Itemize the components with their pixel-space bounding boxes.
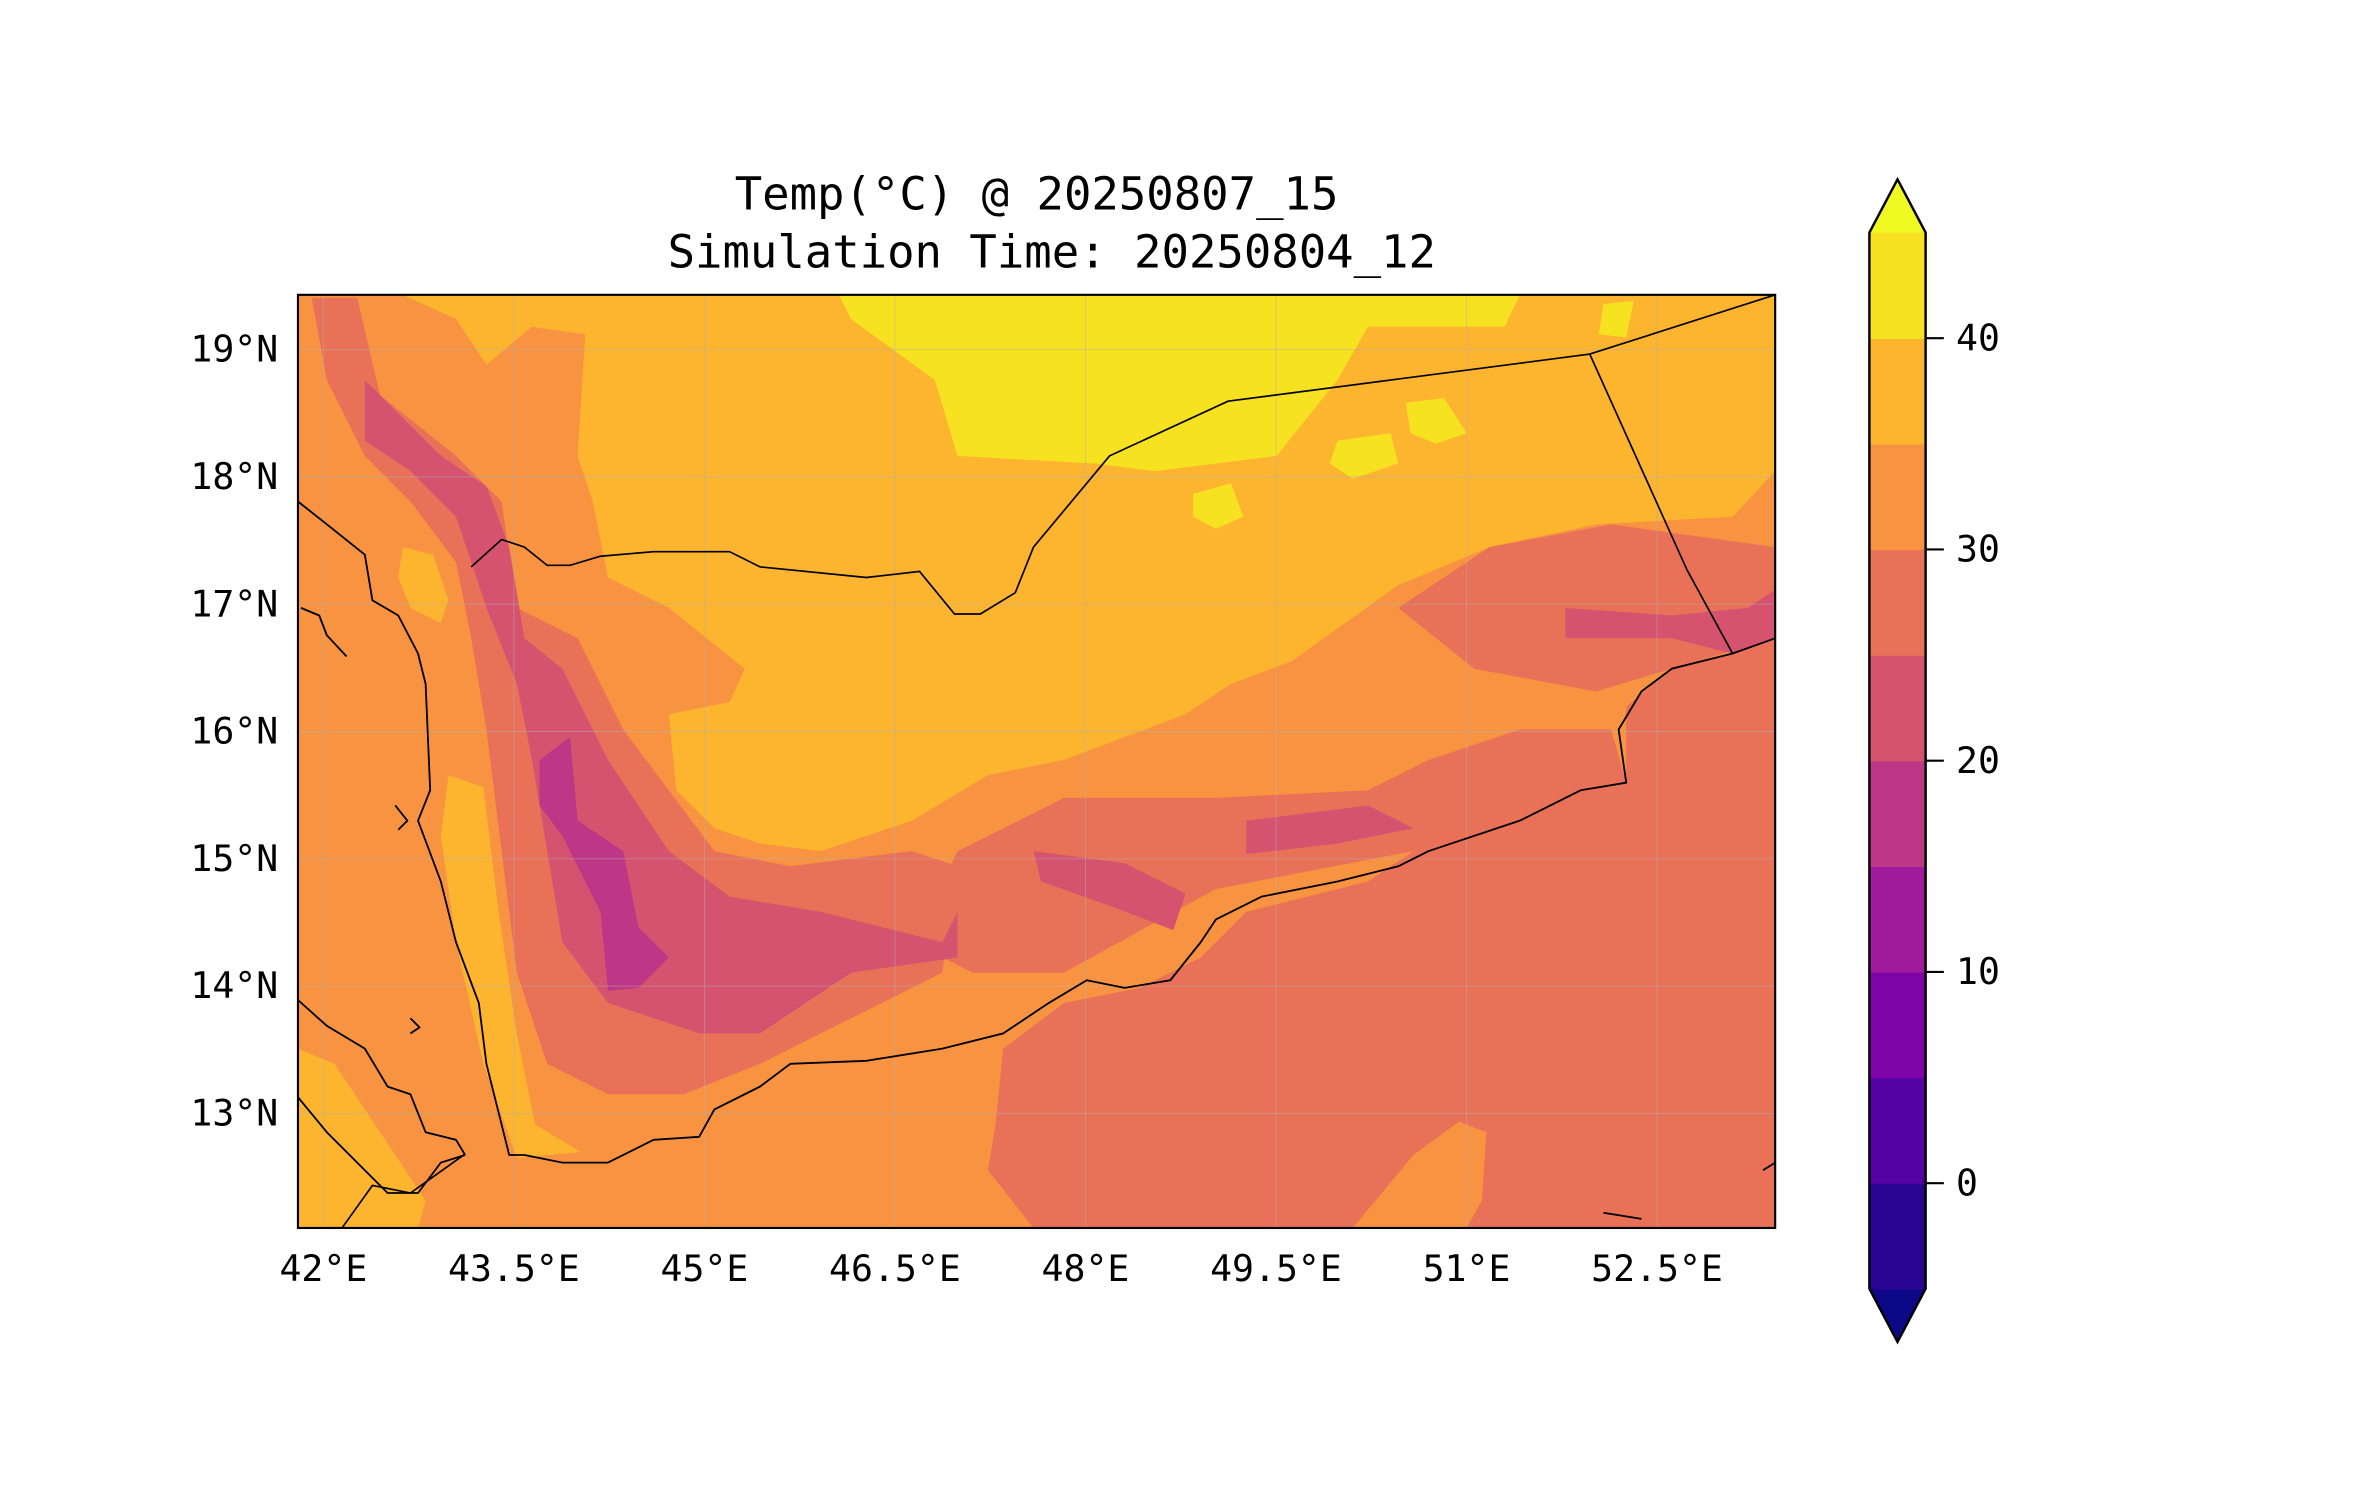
lon-tick-label: 42°E bbox=[279, 1247, 367, 1290]
lat-tick-label: 16°N bbox=[190, 710, 278, 753]
contour-band-40-45-blob bbox=[1405, 398, 1467, 444]
contour-band-15-20-core bbox=[539, 737, 669, 991]
contour-band-30-35-sea-tongue bbox=[1352, 1121, 1487, 1228]
lat-tick-label: 18°N bbox=[190, 455, 278, 498]
lon-tick-label: 51°E bbox=[1423, 1247, 1511, 1290]
colorbar-band bbox=[1869, 1077, 1926, 1184]
contour-band-35-40-coast bbox=[440, 775, 581, 1159]
coastline bbox=[297, 500, 1776, 1164]
colorbar-tick-label: 10 bbox=[1956, 950, 2000, 993]
lon-tick-label: 49.5°E bbox=[1210, 1247, 1342, 1290]
islands bbox=[300, 607, 1776, 1220]
colorbar-tick-label: 20 bbox=[1956, 739, 2000, 782]
lon-tick-label: 48°E bbox=[1042, 1247, 1130, 1290]
colorbar-band bbox=[1869, 1183, 1926, 1290]
colorbar-tick-label: 40 bbox=[1956, 316, 2000, 359]
lat-tick-labels: 19°N 18°N 17°N 16°N 15°N 14°N 13°N bbox=[190, 328, 278, 1135]
colorbar-band bbox=[1869, 338, 1926, 445]
colorbar-band bbox=[1869, 866, 1926, 973]
lon-tick-label: 43.5°E bbox=[448, 1247, 580, 1290]
colorbar-outline bbox=[1868, 176, 1927, 1345]
coastline-africa bbox=[297, 999, 466, 1156]
lon-tick-label: 45°E bbox=[661, 1247, 749, 1290]
lat-tick-label: 17°N bbox=[190, 582, 278, 625]
border-africa bbox=[341, 1154, 465, 1228]
lat-tick-label: 19°N bbox=[190, 328, 278, 371]
border-saudi-yemen bbox=[470, 294, 1776, 615]
contour-band-20-25-highlands bbox=[364, 379, 958, 1034]
colorbar-band bbox=[1869, 760, 1926, 868]
colorbar-tick-label: 0 bbox=[1956, 1161, 1978, 1204]
border-oman-yemen bbox=[1588, 353, 1734, 654]
colorbar-over-extension bbox=[1869, 179, 1926, 233]
contour-band-20-25-central bbox=[1246, 805, 1414, 855]
colorbar: 0 10 20 30 40 bbox=[1868, 176, 2000, 1345]
contour-band-40-45 bbox=[838, 294, 1520, 472]
chart-subtitle: Simulation Time: 20250804_12 bbox=[668, 225, 1436, 278]
colorbar-band bbox=[1869, 971, 1926, 1079]
gridlines bbox=[297, 294, 1776, 1228]
contour-band-40-45-blob bbox=[1329, 433, 1399, 479]
contour-band-40-45-blob bbox=[1598, 300, 1634, 338]
plot-frame bbox=[296, 293, 1777, 1230]
lon-tick-label: 52.5°E bbox=[1591, 1247, 1723, 1290]
contour-band-20-25-east bbox=[1565, 589, 1776, 654]
lon-tick-labels: 42°E 43.5°E 45°E 46.5°E 48°E 49.5°E 51°E 52.5°E bbox=[279, 1247, 1722, 1290]
contour-band-25-30-east bbox=[1398, 524, 1776, 692]
lat-tick-label: 15°N bbox=[190, 837, 278, 880]
contour-band-35-40-sw bbox=[297, 1048, 426, 1228]
colorbar-band bbox=[1869, 549, 1926, 656]
colorbar-tick-label: 30 bbox=[1956, 528, 2000, 571]
colorbar-band bbox=[1869, 655, 1926, 762]
map-area bbox=[297, 294, 1776, 1228]
colorbar-under-extension bbox=[1869, 1288, 1926, 1342]
colorbar-band bbox=[1869, 443, 1926, 551]
contour-band-25-30-sea bbox=[987, 638, 1776, 1228]
lat-tick-label: 14°N bbox=[190, 964, 278, 1007]
lon-tick-label: 46.5°E bbox=[829, 1247, 961, 1290]
contour-band-40-45-blob bbox=[1193, 483, 1244, 529]
chart-title: Temp(°C) @ 20250807_15 bbox=[735, 168, 1339, 221]
lat-tick-label: 13°N bbox=[190, 1092, 278, 1135]
coastline-africa-south bbox=[297, 1096, 466, 1194]
colorbar-band bbox=[1869, 232, 1926, 339]
contour-band-20-25-central2 bbox=[1033, 851, 1186, 931]
